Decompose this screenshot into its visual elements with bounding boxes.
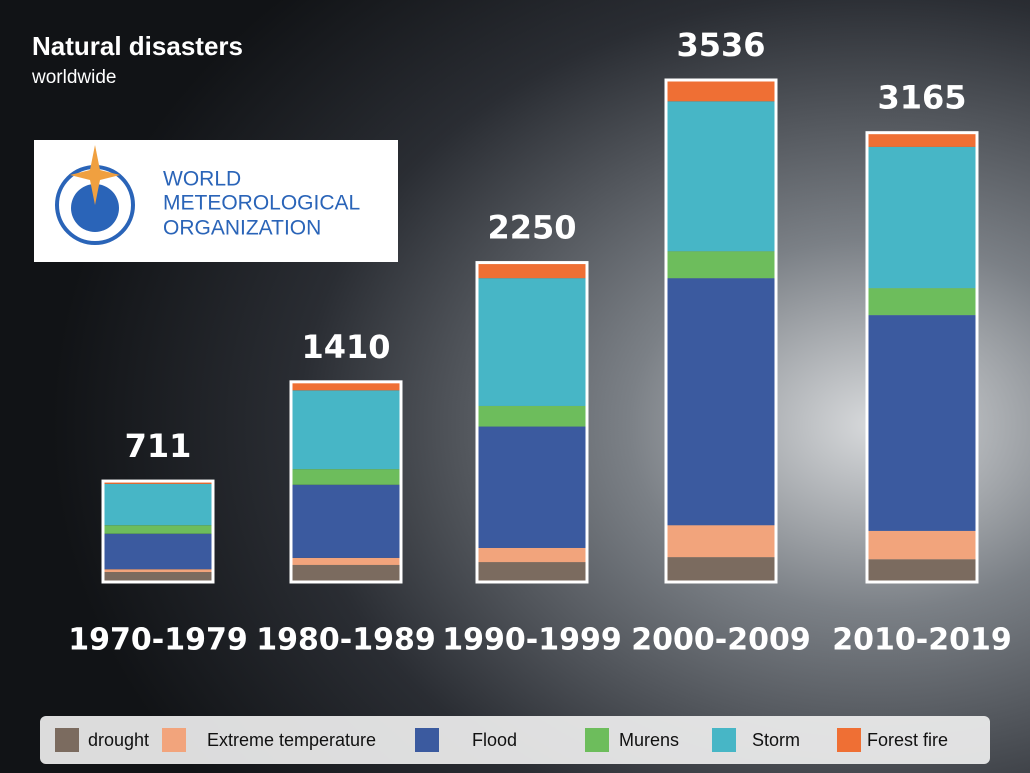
bar-segment: [666, 525, 776, 558]
bar-segment: [867, 288, 977, 316]
legend-label: Flood: [472, 730, 517, 750]
legend-label: drought: [88, 730, 149, 750]
legend-box: [40, 716, 990, 764]
logo-text: WORLD: [163, 168, 241, 191]
bar-outline: [289, 380, 403, 584]
bar-outline: [101, 479, 215, 584]
logo-globe: [71, 184, 119, 232]
bar-segment: [477, 278, 587, 406]
chart-title: Natural disasters: [32, 31, 243, 61]
bar-segment: [103, 525, 213, 534]
bar-segment: [103, 533, 213, 570]
legend-label: Storm: [752, 730, 800, 750]
chart-subtitle: worldwide: [31, 67, 116, 88]
legend-label: Extreme temperature: [207, 730, 376, 750]
bar-segment: [291, 381, 401, 391]
x-tick-label: 2000-2009: [631, 623, 810, 658]
legend-swatch: [162, 728, 186, 752]
legend-swatch: [55, 728, 79, 752]
logo-text: METEOROLOGICAL: [163, 192, 360, 215]
bar-segment: [666, 101, 776, 252]
bar-outline: [664, 78, 778, 584]
bar-segment: [477, 405, 587, 427]
bar-segment: [666, 251, 776, 279]
logo-star: [70, 145, 120, 205]
bar-segment: [103, 572, 213, 582]
total-label: 3165: [877, 79, 966, 117]
bar-segment: [103, 569, 213, 573]
total-label: 711: [125, 427, 192, 465]
bar-segment: [477, 547, 587, 563]
total-label: 2250: [487, 209, 576, 247]
bar-segment: [867, 132, 977, 147]
x-tick-label: 1980-1989: [256, 623, 435, 658]
logo-text: ORGANIZATION: [163, 217, 321, 240]
bar-segment: [103, 483, 213, 526]
bar-segment: [477, 562, 587, 582]
legend-label: Forest fire: [867, 730, 948, 750]
bar-segment: [291, 469, 401, 485]
bar-segment: [291, 557, 401, 565]
bar-segment: [291, 564, 401, 582]
bar-segment: [291, 390, 401, 470]
legend-swatch: [712, 728, 736, 752]
bar-segment: [867, 315, 977, 531]
logo: WORLD METEOROLOGICAL ORGANIZATION: [34, 140, 398, 262]
bar-segment: [867, 530, 977, 560]
x-tick-label: 1990-1999: [442, 623, 621, 658]
bar-segment: [477, 426, 587, 548]
bar-segment: [291, 484, 401, 558]
bar-segment: [666, 278, 776, 526]
bar-segment: [666, 557, 776, 582]
legend-swatch: [585, 728, 609, 752]
bar-segment: [867, 146, 977, 289]
bar-segment: [867, 559, 977, 582]
legend-swatch: [415, 728, 439, 752]
legend-label: Murens: [619, 730, 679, 750]
bar-outline: [865, 131, 979, 584]
x-tick-label: 1970-1979: [68, 623, 247, 658]
total-label: 3536: [676, 26, 765, 64]
legend-swatch: [837, 728, 861, 752]
bar-outline: [475, 261, 589, 584]
total-label: 1410: [301, 328, 390, 366]
bar-segment: [477, 262, 587, 279]
bar-segment: [666, 80, 776, 102]
x-tick-label: 2010-2019: [832, 623, 1011, 658]
